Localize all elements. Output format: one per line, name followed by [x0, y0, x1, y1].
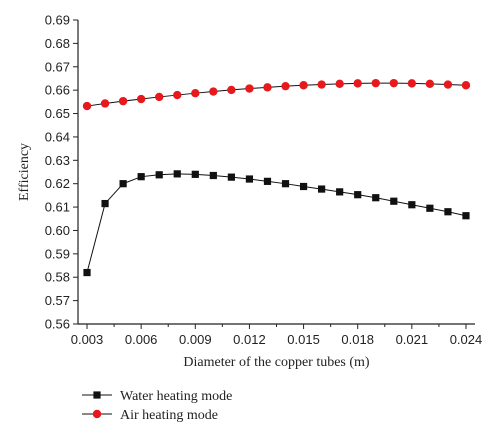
legend-marker-water [93, 391, 101, 399]
legend-item-air: Air heating mode [82, 408, 218, 423]
data-point [281, 180, 290, 188]
data-point [173, 170, 181, 178]
data-point [227, 85, 236, 95]
data-point [209, 171, 217, 180]
data-point [425, 79, 435, 89]
y-tick-label: 0.56 [45, 317, 70, 332]
x-tick-label: 0.009 [179, 332, 212, 347]
data-point [335, 79, 344, 89]
series-air [82, 78, 471, 111]
legend-label-water: Water heating mode [120, 389, 232, 404]
data-point [173, 90, 182, 100]
y-tick-label: 0.60 [45, 223, 70, 238]
data-point [408, 201, 416, 209]
plot-frame [77, 20, 475, 325]
data-point [354, 191, 362, 199]
x-tick-label: 0.003 [71, 332, 104, 347]
data-point [299, 182, 308, 191]
data-point [371, 78, 380, 88]
data-point [336, 188, 344, 196]
data-point [462, 212, 470, 220]
legend-item-water: Water heating mode [82, 389, 232, 404]
x-tick-label: 0.012 [233, 332, 266, 347]
series-layer [82, 78, 471, 277]
data-point [191, 88, 200, 98]
x-tick-label: 0.006 [125, 332, 158, 347]
data-point [245, 84, 254, 93]
data-point [227, 173, 235, 181]
legend-marker-air [92, 409, 102, 419]
y-tick-label: 0.59 [45, 246, 70, 261]
data-point [155, 92, 164, 102]
data-point [100, 99, 110, 108]
data-point [245, 175, 254, 183]
y-tick-label: 0.69 [45, 13, 70, 28]
x-tick-label: 0.018 [341, 332, 374, 347]
data-point [299, 81, 308, 90]
data-point [318, 185, 326, 193]
y-tick-label: 0.64 [45, 129, 70, 144]
y-tick-label: 0.63 [45, 153, 70, 168]
data-point [444, 208, 452, 216]
data-point [137, 173, 145, 181]
data-point [155, 171, 163, 179]
legend: Water heating mode Air heating mode [82, 389, 232, 423]
data-point [263, 177, 272, 185]
data-point [389, 78, 398, 88]
data-point [426, 204, 434, 212]
series-line [86, 82, 466, 107]
x-axis-ticks: 0.003 0.006 0.009 0.012 0.015 0.018 0.021 0.024 [71, 324, 483, 347]
data-point [119, 180, 127, 188]
data-point [281, 81, 290, 91]
data-point [317, 80, 326, 89]
y-tick-label: 0.67 [45, 59, 70, 74]
y-tick-label: 0.58 [45, 270, 70, 285]
y-axis-title: Efficiency [17, 143, 32, 201]
data-point [118, 96, 128, 106]
data-point [136, 94, 146, 104]
y-tick-label: 0.65 [45, 106, 70, 121]
data-point [390, 197, 398, 205]
y-tick-label: 0.62 [45, 176, 70, 191]
legend-label-air: Air heating mode [120, 408, 218, 423]
y-tick-label: 0.61 [45, 200, 70, 215]
x-tick-label: 0.024 [450, 332, 483, 347]
data-point [83, 268, 91, 277]
x-axis-title: Diameter of the copper tubes (m) [183, 355, 370, 370]
data-point [82, 101, 92, 111]
y-tick-label: 0.68 [45, 36, 70, 51]
y-tick-label: 0.57 [45, 293, 70, 308]
y-axis-ticks: 0.56 0.57 0.58 0.59 0.60 0.61 0.62 0.63 0.64 0.65… [45, 13, 78, 332]
series-water [83, 170, 470, 277]
x-tick-label: 0.015 [287, 332, 320, 347]
x-tick-label: 0.021 [396, 332, 429, 347]
data-point [263, 83, 272, 92]
data-point [353, 79, 362, 88]
data-point [461, 81, 471, 90]
data-point [191, 170, 199, 178]
data-point [101, 199, 109, 208]
series-line [86, 173, 467, 273]
data-point [443, 80, 453, 89]
y-tick-label: 0.66 [45, 83, 70, 98]
data-point [407, 79, 417, 88]
data-point [372, 194, 380, 202]
data-point [209, 87, 218, 96]
